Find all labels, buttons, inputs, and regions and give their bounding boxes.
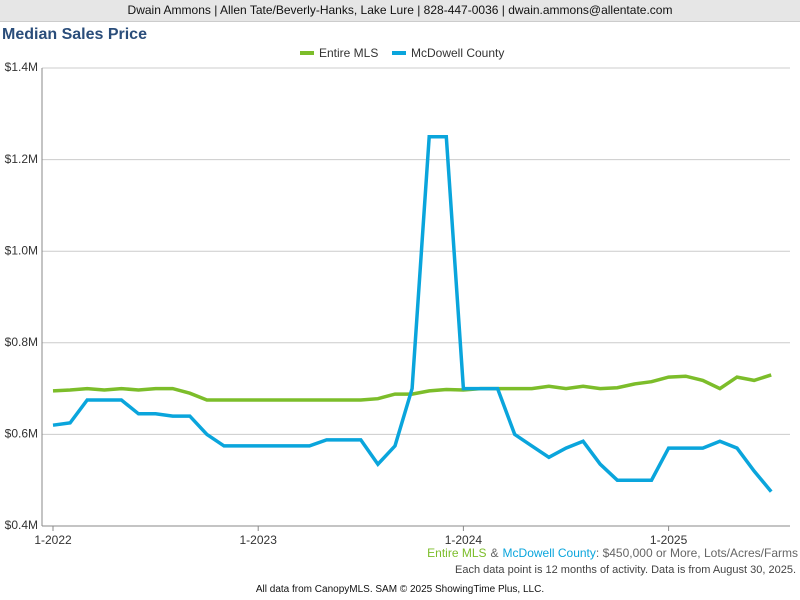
criteria-text: : $450,000 or More, Lots/Acres/Farms [595,546,798,560]
criteria-series: McDowell County [502,546,596,560]
y-tick-label: $1.4M [5,60,38,74]
chart: Median Sales Price $0.4M $0.6M $0.8M $1.0M $… [2,26,790,545]
y-tick-label: $0.4M [5,518,38,532]
x-tick-label: 1-2025 [650,533,688,545]
criteria: Entire MLS & McDowell County: $450,000 or … [427,546,798,560]
legend-label: Entire MLS [319,46,378,60]
y-tick-label: $0.6M [5,427,38,441]
chart-title: Median Sales Price [2,26,147,43]
header: Dwain Ammons | Allen Tate/Beverly-Hanks,… [0,0,800,22]
criteria-joiner: & [490,546,499,560]
note: Each data point is 12 months of activity… [455,564,796,576]
legend-label: McDowell County [411,46,504,60]
x-tick-label: 1-2022 [34,533,72,545]
criteria-series: Entire MLS [427,546,487,560]
y-tick-label: $0.8M [5,335,38,349]
x-tick-label: 1-2024 [445,533,483,545]
series-line [52,134,773,493]
footer: All data from CanopyMLS. SAM © 2025 Show… [255,584,545,595]
x-tick-label: 1-2023 [240,533,278,545]
y-tick-label: $1.0M [5,243,38,257]
y-tick-label: $1.2M [5,152,38,166]
